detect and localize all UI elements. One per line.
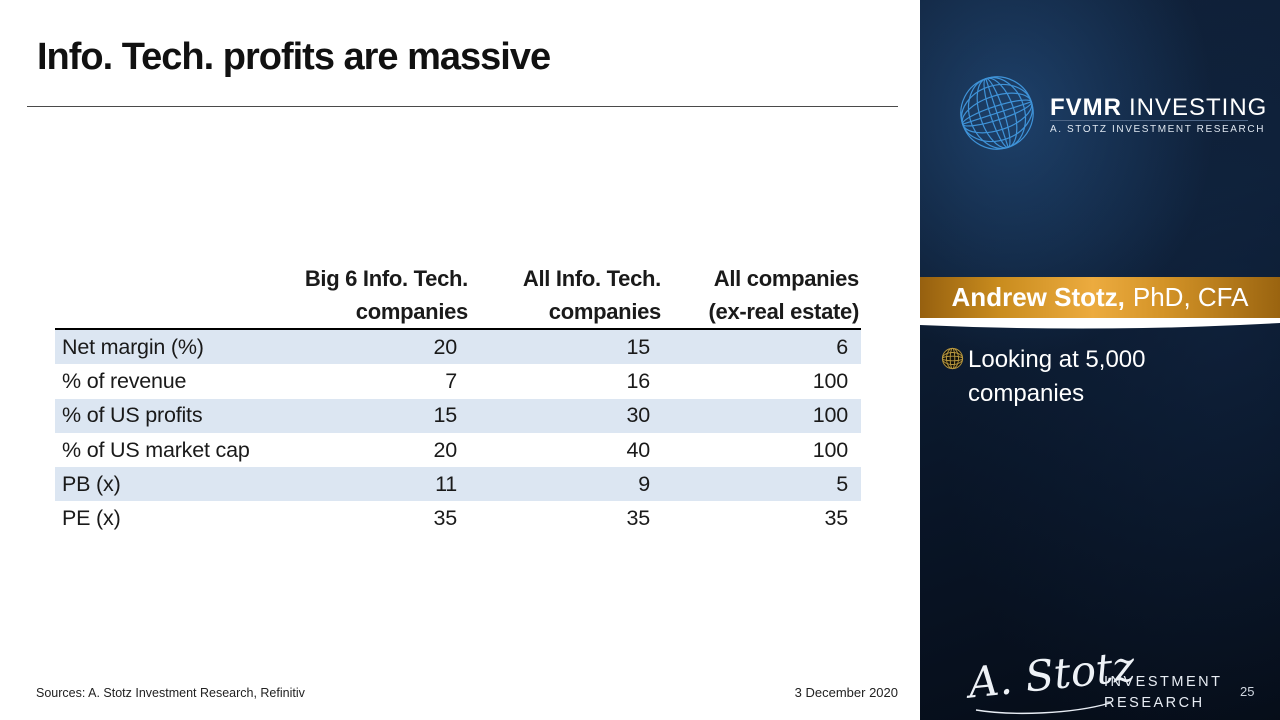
row-label: PB (x)	[62, 471, 121, 496]
metrics-table: Big 6 Info. Tech. companies All Info. Te…	[55, 262, 861, 536]
footer-brand-label: INVESTMENT RESEARCH	[1104, 674, 1223, 711]
brand-name-investing: INVESTING	[1129, 94, 1268, 121]
brand-tagline: A. STOTZ INVESTMENT RESEARCH	[1050, 124, 1266, 135]
presenter-credentials: PhD, CFA	[1132, 282, 1249, 312]
row-label: % of revenue	[62, 368, 187, 393]
brand-name: FVMR INVESTING	[1050, 94, 1267, 122]
banner-swoosh	[920, 318, 1280, 329]
presenter-name: Andrew Stotz,	[951, 282, 1125, 312]
table-header-all-companies: All companies (ex-real estate)	[708, 266, 860, 324]
table-row: % of US market cap 20 40 100	[55, 433, 861, 467]
row-label: % of US profits	[62, 403, 203, 428]
page-title: Info. Tech. profits are massive	[37, 36, 551, 78]
bullet-point-text: Looking at 5,000 companies	[968, 346, 1146, 407]
sidebar: FVMR INVESTING A. STOTZ INVESTMENT RESEAR…	[920, 0, 1280, 720]
row-value: 100	[812, 437, 848, 462]
row-value: 15	[433, 403, 457, 428]
table-row: PE (x) 35 35 35	[55, 501, 861, 535]
brand-name-fvmr: FVMR	[1050, 94, 1122, 121]
globe-logo-icon	[960, 76, 1034, 150]
row-value: 35	[626, 506, 650, 531]
table-header-big6: Big 6 Info. Tech. companies	[304, 266, 468, 324]
row-value: 20	[433, 334, 457, 359]
row-label: PE (x)	[62, 506, 121, 531]
globe-bullet-icon	[941, 347, 964, 370]
row-value: 9	[638, 471, 650, 496]
table-row: PB (x) 11 9 5	[55, 467, 861, 502]
row-value: 40	[626, 437, 650, 462]
row-value: 7	[445, 368, 457, 393]
row-label: % of US market cap	[62, 437, 250, 462]
table-row: Net margin (%) 20 15 6	[55, 330, 861, 365]
row-value: 35	[433, 506, 457, 531]
row-value: 15	[626, 334, 650, 359]
row-value: 20	[433, 437, 457, 462]
table-header-row: Big 6 Info. Tech. companies All Info. Te…	[55, 262, 861, 330]
table-header-all-infotech: All Info. Tech. companies	[522, 266, 661, 324]
page-number: 25	[1240, 684, 1255, 699]
sources-note: Sources: A. Stotz Investment Research, R…	[36, 686, 305, 700]
title-divider	[27, 106, 898, 107]
table-row: % of revenue 7 16 100	[55, 364, 861, 398]
presenter-banner: Andrew Stotz, PhD, CFA	[920, 277, 1280, 318]
row-value: 16	[626, 368, 650, 393]
table-row: % of US profits 15 30 100	[55, 398, 861, 433]
row-value: 100	[812, 368, 848, 393]
row-value: 30	[626, 403, 650, 428]
brand-divider	[1050, 120, 1248, 121]
row-value: 35	[824, 506, 848, 531]
row-value: 5	[836, 471, 848, 496]
row-value: 6	[836, 334, 848, 359]
signature-flourish	[975, 702, 1111, 714]
row-value: 11	[435, 471, 457, 496]
slide-date: 3 December 2020	[794, 685, 898, 700]
row-label: Net margin (%)	[62, 334, 204, 359]
row-value: 100	[812, 403, 848, 428]
